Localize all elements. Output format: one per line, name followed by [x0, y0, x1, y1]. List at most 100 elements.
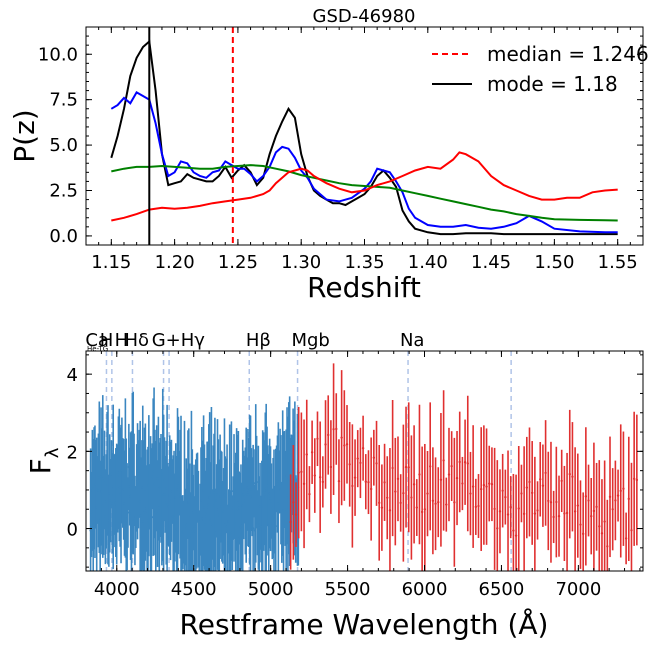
spectrum-ylabel: Fλ	[24, 447, 63, 474]
spectrum-line-label: Hβ	[246, 330, 271, 351]
spectrum-ytick-label: 4	[67, 365, 78, 386]
spectrum-point	[477, 504, 480, 508]
spectrum-point	[544, 471, 547, 475]
pz-xtick-label: 1.40	[408, 252, 448, 273]
spectrum-point	[445, 503, 448, 506]
spectrum-point	[496, 527, 499, 530]
spectrum-point	[297, 471, 300, 474]
spectrum-xtick-label: 5500	[325, 579, 371, 600]
spectrum-point	[310, 451, 314, 454]
spectrum-panel: 4000 4500 5000 5500 6000 6500 7000 0 2 4 Ca HH Hδ G…	[24, 330, 644, 641]
spectrum-point	[302, 482, 306, 486]
spectrum-point	[557, 514, 561, 518]
spectrum-point	[356, 457, 359, 460]
spectrum-point	[316, 437, 319, 440]
spectrum-point	[126, 511, 130, 514]
spectrum-point	[533, 512, 537, 515]
spectrum-point	[361, 446, 365, 450]
spectrum-point	[576, 504, 580, 507]
spectrum-point	[321, 480, 325, 484]
spectrum-point	[488, 482, 491, 485]
spectrum-line-label: Na	[400, 330, 425, 351]
spectrum-point	[536, 509, 539, 512]
spectrum-point	[463, 461, 467, 464]
spectrum-point	[289, 520, 292, 524]
spectrum-point	[348, 463, 351, 466]
legend-median-label: median = 1.246	[487, 42, 649, 66]
spectrum-point	[420, 510, 424, 514]
spectrum-point	[364, 480, 367, 483]
spectrum-point	[372, 456, 376, 459]
spectrum-point	[450, 464, 453, 468]
spectrum-point	[386, 496, 389, 499]
spectrum-point	[375, 462, 378, 465]
spectrum-xtick-label: 6500	[479, 579, 525, 600]
spectrum-point	[530, 491, 534, 495]
spectrum-point	[581, 532, 585, 536]
spectrum-point	[469, 492, 472, 495]
spectrum-point	[431, 499, 435, 502]
spectrum-point	[437, 500, 440, 504]
spectrum-point	[402, 491, 405, 495]
spectrum-point	[619, 489, 622, 493]
spectrum-point	[388, 509, 392, 512]
spectrum-point	[351, 484, 354, 488]
spectrum-point	[517, 507, 520, 510]
spectrum-point	[624, 537, 628, 540]
spectrum-point	[305, 453, 308, 456]
spectrum-point	[458, 460, 461, 464]
spectrum-point	[512, 529, 515, 532]
spectrum-point	[461, 482, 464, 485]
spectrum-xtick-label: 6000	[402, 579, 448, 600]
spectrum-point	[442, 459, 445, 462]
spectrum-point	[399, 501, 402, 505]
pz-series-2-line	[111, 164, 618, 222]
spectrum-point	[504, 495, 507, 499]
spectrum-point	[378, 501, 381, 505]
spectrum-point	[380, 506, 384, 509]
spectrum-point	[592, 509, 596, 513]
spectrum-point	[391, 466, 394, 470]
spectrum-point	[329, 465, 333, 469]
spectrum-point	[383, 481, 386, 484]
spectrum-point	[635, 478, 639, 482]
spectrum-point	[587, 499, 590, 502]
spectrum-point	[568, 472, 571, 476]
spectrum-point	[598, 525, 601, 528]
spectrum-xtick-label: 7000	[555, 579, 601, 600]
spectrum-point	[396, 477, 400, 481]
spectrum-point	[453, 501, 456, 504]
spectrum-point	[528, 480, 531, 484]
spectrum-point	[412, 483, 416, 486]
pz-ytick-label: 5.0	[49, 135, 78, 156]
spectrum-point	[579, 523, 582, 526]
spectrum-xlabel: Restframe Wavelength (Å)	[180, 607, 549, 641]
spectrum-point	[337, 479, 341, 483]
spectrum-point	[627, 497, 630, 501]
spectrum-point	[255, 480, 258, 484]
spectrum-point	[606, 545, 609, 548]
spectrum-point	[407, 466, 410, 469]
spectrum-point	[549, 501, 553, 504]
spectrum-point	[455, 476, 459, 480]
spectrum-point	[415, 506, 418, 509]
spectrum-point	[616, 494, 620, 497]
pz-xtick-label: 1.50	[534, 252, 574, 273]
spectrum-point	[359, 461, 362, 465]
spectrum-point	[313, 474, 316, 477]
spectrum-line-label: Mgb	[291, 330, 329, 351]
pz-xlabel: Redshift	[307, 271, 421, 304]
spectrum-point	[292, 501, 295, 504]
pz-ytick-label: 2.5	[49, 181, 78, 202]
spectrum-point	[590, 514, 593, 518]
spectrum-line-label: Hδ	[124, 330, 149, 351]
spectrum-point	[367, 480, 370, 484]
legend-mode-label: mode = 1.18	[487, 72, 618, 96]
spectrum-point	[509, 505, 512, 509]
spectrum-point	[552, 515, 555, 519]
pz-xtick-label: 1.55	[598, 252, 638, 273]
spectrum-point	[434, 502, 437, 505]
spectrum-point	[541, 484, 545, 487]
pz-title: GSD-46980	[313, 6, 416, 27]
pz-xtick-label: 1.25	[218, 252, 258, 273]
